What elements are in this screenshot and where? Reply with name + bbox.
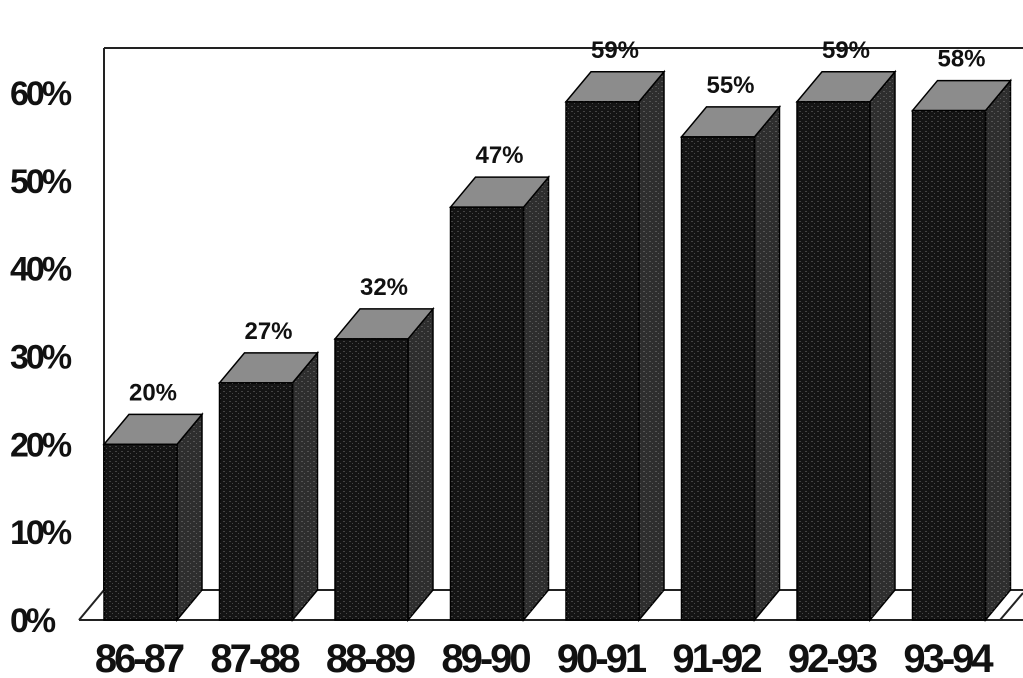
data-label: 58% bbox=[937, 46, 985, 73]
bar-front-texture bbox=[335, 338, 408, 620]
bars: 20% 27% 32% 47% 59% 55% 59% 58% bbox=[102, 37, 1013, 623]
bar-87-88 bbox=[217, 350, 320, 623]
bar-front-texture bbox=[566, 101, 639, 621]
bar-side-texture bbox=[870, 71, 895, 621]
bar-side-texture bbox=[523, 177, 549, 620]
bar-92-93 bbox=[795, 69, 897, 623]
x-tick-label: 89-90 bbox=[441, 637, 530, 678]
x-tick-label: 93-94 bbox=[903, 637, 994, 678]
bar-front-texture bbox=[797, 101, 870, 621]
bar-88-89 bbox=[333, 306, 435, 623]
x-axis: 86-87 87-88 88-89 89-90 90-91 91-92 92-93 93-94 bbox=[95, 637, 998, 678]
bar-93-94 bbox=[910, 78, 1013, 623]
bar-90-91 bbox=[564, 69, 666, 623]
x-tick-label: 92-93 bbox=[788, 637, 877, 678]
y-tick-label: 40% bbox=[10, 251, 72, 289]
bar-front-texture bbox=[104, 444, 177, 620]
data-label: 59% bbox=[822, 37, 870, 64]
x-tick-label: 86-87 bbox=[95, 637, 184, 678]
y-tick-label: 0% bbox=[10, 602, 56, 640]
data-label: 59% bbox=[591, 37, 639, 64]
y-tick-label: 10% bbox=[10, 514, 72, 552]
data-label: 47% bbox=[475, 142, 523, 169]
bar-side-texture bbox=[639, 71, 664, 621]
data-label: 20% bbox=[129, 379, 177, 406]
data-label: 55% bbox=[706, 72, 754, 99]
bar-91-92 bbox=[679, 104, 782, 623]
y-axis: 0% 10% 20% 30% 40% 50% 60% bbox=[10, 75, 75, 640]
bar-front-texture bbox=[912, 110, 986, 621]
bar-side-texture bbox=[177, 414, 202, 620]
floor-right-edge bbox=[999, 592, 1023, 621]
bar-front-texture bbox=[450, 207, 524, 620]
floor-left-edge bbox=[78, 589, 105, 621]
y-tick-label: 30% bbox=[10, 339, 72, 377]
bar-front-texture bbox=[681, 136, 755, 620]
y-tick-label: 50% bbox=[10, 163, 72, 201]
bar-side-texture bbox=[985, 80, 1011, 621]
x-tick-label: 91-92 bbox=[672, 637, 761, 678]
y-tick-label: 20% bbox=[10, 426, 72, 464]
data-label: 32% bbox=[360, 274, 408, 301]
y-tick-label: 60% bbox=[10, 75, 72, 113]
x-tick-label: 90-91 bbox=[557, 637, 647, 678]
data-label: 27% bbox=[244, 318, 292, 345]
bar-89-90 bbox=[448, 175, 551, 623]
bar-side-texture bbox=[292, 352, 318, 620]
bar-side-texture bbox=[754, 106, 780, 620]
bar-side-texture bbox=[408, 308, 433, 620]
x-tick-label: 88-89 bbox=[326, 637, 415, 678]
bar-front-texture bbox=[219, 382, 293, 620]
bar-86-87 bbox=[102, 412, 204, 623]
x-tick-label: 87-88 bbox=[210, 637, 300, 678]
